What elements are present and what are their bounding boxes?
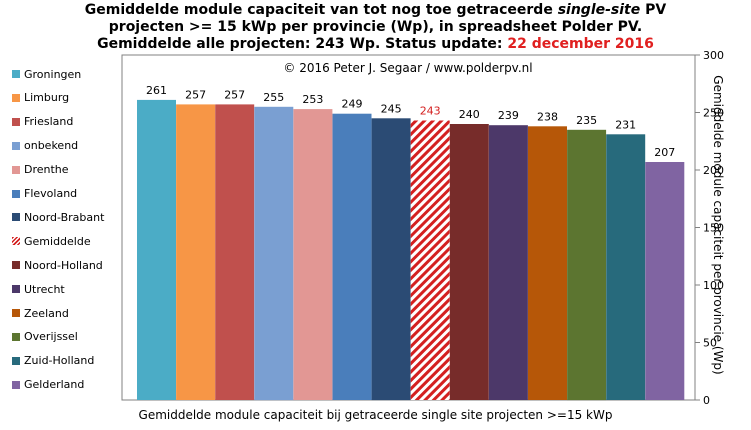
- data-label-overijssel: 235: [576, 114, 597, 127]
- bar-gelderland: [645, 162, 685, 400]
- title-line-2: projecten >= 15 kWp per provincie (Wp), …: [108, 19, 643, 35]
- y-tick-label: 0: [703, 394, 710, 407]
- bar-zeeland: [528, 126, 567, 401]
- status-date: 22 december 2016: [507, 36, 654, 52]
- bar-drenthe: [293, 109, 333, 400]
- legend-swatch: [12, 189, 20, 198]
- legend-item-noord-holland: Noord-Holland: [12, 257, 103, 273]
- legend-label: Overijssel: [24, 330, 78, 344]
- legend-swatch: [12, 261, 20, 270]
- legend-swatch: [12, 237, 20, 246]
- bar-zuid-holland: [606, 134, 646, 401]
- y-tick-label: 150: [703, 222, 724, 235]
- legend-label: onbekend: [24, 139, 79, 153]
- bar-gemiddelde: [410, 120, 450, 400]
- bar-flevoland: [332, 113, 372, 400]
- bar-limburg: [176, 104, 216, 401]
- legend-item-zeeland: Zeeland: [12, 305, 69, 321]
- legend-label: Friesland: [24, 115, 74, 129]
- legend-label: Gemiddelde: [24, 234, 91, 248]
- legend-swatch: [12, 141, 20, 150]
- data-label-gemiddelde: 243: [420, 105, 441, 118]
- legend-swatch: [12, 165, 20, 174]
- legend-item-zuid-holland: Zuid-Holland: [12, 353, 94, 369]
- legend-item-onbekend: onbekend: [12, 138, 78, 154]
- legend-item-overijssel: Overijssel: [12, 329, 78, 345]
- bar-groningen: [137, 99, 176, 401]
- data-label-noord-holland: 240: [459, 108, 480, 121]
- data-label-groningen: 261: [146, 84, 167, 97]
- data-label-friesland: 257: [224, 88, 245, 101]
- title-line-1: Gemiddelde module capaciteit van tot nog…: [84, 2, 667, 18]
- chart-title: Gemiddelde module capaciteit van tot nog…: [0, 2, 751, 53]
- legend-item-groningen: Groningen: [12, 66, 81, 82]
- legend-item-flevoland: Flevoland: [12, 186, 77, 202]
- legend-label: Limburg: [24, 91, 70, 105]
- data-label-zuid-holland: 231: [615, 118, 636, 131]
- legend-swatch: [12, 70, 20, 78]
- legend-item-gemiddelde: Gemiddelde: [12, 233, 91, 249]
- legend-label: Gelderland: [24, 378, 85, 392]
- legend-swatch: [12, 356, 20, 365]
- legend-label: Noord-Holland: [24, 258, 103, 272]
- y-tick-label: 300: [703, 49, 724, 62]
- legend-item-drenthe: Drenthe: [12, 162, 69, 178]
- legend-label: Noord-Brabant: [24, 210, 105, 224]
- y-tick-label: 50: [703, 337, 717, 350]
- legend-swatch: [12, 93, 20, 102]
- legend-swatch: [12, 117, 20, 126]
- bar-friesland: [215, 104, 255, 401]
- bar-noord-brabant: [371, 118, 411, 401]
- legend-swatch: [12, 309, 20, 317]
- legend-item-limburg: Limburg: [12, 90, 69, 106]
- data-label-drenthe: 253: [302, 93, 323, 106]
- legend-label: Utrecht: [24, 282, 65, 296]
- title-line-3: Gemiddelde alle projecten: 243 Wp. Statu…: [97, 36, 654, 52]
- x-axis-label: Gemiddelde module capaciteit bij getrace…: [138, 408, 613, 422]
- legend-label: Flevoland: [24, 187, 78, 200]
- data-label-limburg: 257: [185, 88, 206, 101]
- data-label-onbekend: 255: [263, 91, 284, 104]
- legend-item-noord-brabant: Noord-Brabant: [12, 209, 104, 225]
- legend-label: Zuid-Holland: [24, 354, 95, 368]
- data-label-noord-brabant: 245: [381, 102, 402, 115]
- legend-swatch: [12, 380, 20, 389]
- y-tick-label: 200: [703, 164, 724, 177]
- data-label-zeeland: 238: [537, 110, 558, 123]
- data-label-utrecht: 239: [498, 109, 519, 122]
- y-tick-label: 250: [703, 107, 724, 120]
- legend-item-friesland: Friesland: [12, 114, 73, 130]
- watermark: © 2016 Peter J. Segaar / www.polderpv.nl: [283, 61, 532, 75]
- legend-item-gelderland: Gelderland: [12, 377, 84, 393]
- legend-swatch: [12, 213, 20, 222]
- legend-swatch: [12, 285, 20, 294]
- legend-label: Drenthe: [24, 163, 69, 177]
- y-axis-label: Gemiddelde module capaciteit per provinc…: [711, 75, 725, 375]
- legend-swatch: [12, 332, 20, 341]
- y-tick-label: 100: [703, 279, 724, 292]
- data-label-gelderland: 207: [654, 146, 675, 159]
- bar-overijssel: [567, 129, 607, 401]
- legend-label: Zeeland: [24, 306, 69, 320]
- legend-item-utrecht: Utrecht: [12, 281, 65, 297]
- bar-noord-holland: [449, 124, 489, 400]
- data-label-flevoland: 249: [342, 98, 363, 111]
- bar-onbekend: [254, 106, 294, 401]
- legend-label: Groningen: [24, 67, 82, 81]
- bar-utrecht: [488, 125, 528, 400]
